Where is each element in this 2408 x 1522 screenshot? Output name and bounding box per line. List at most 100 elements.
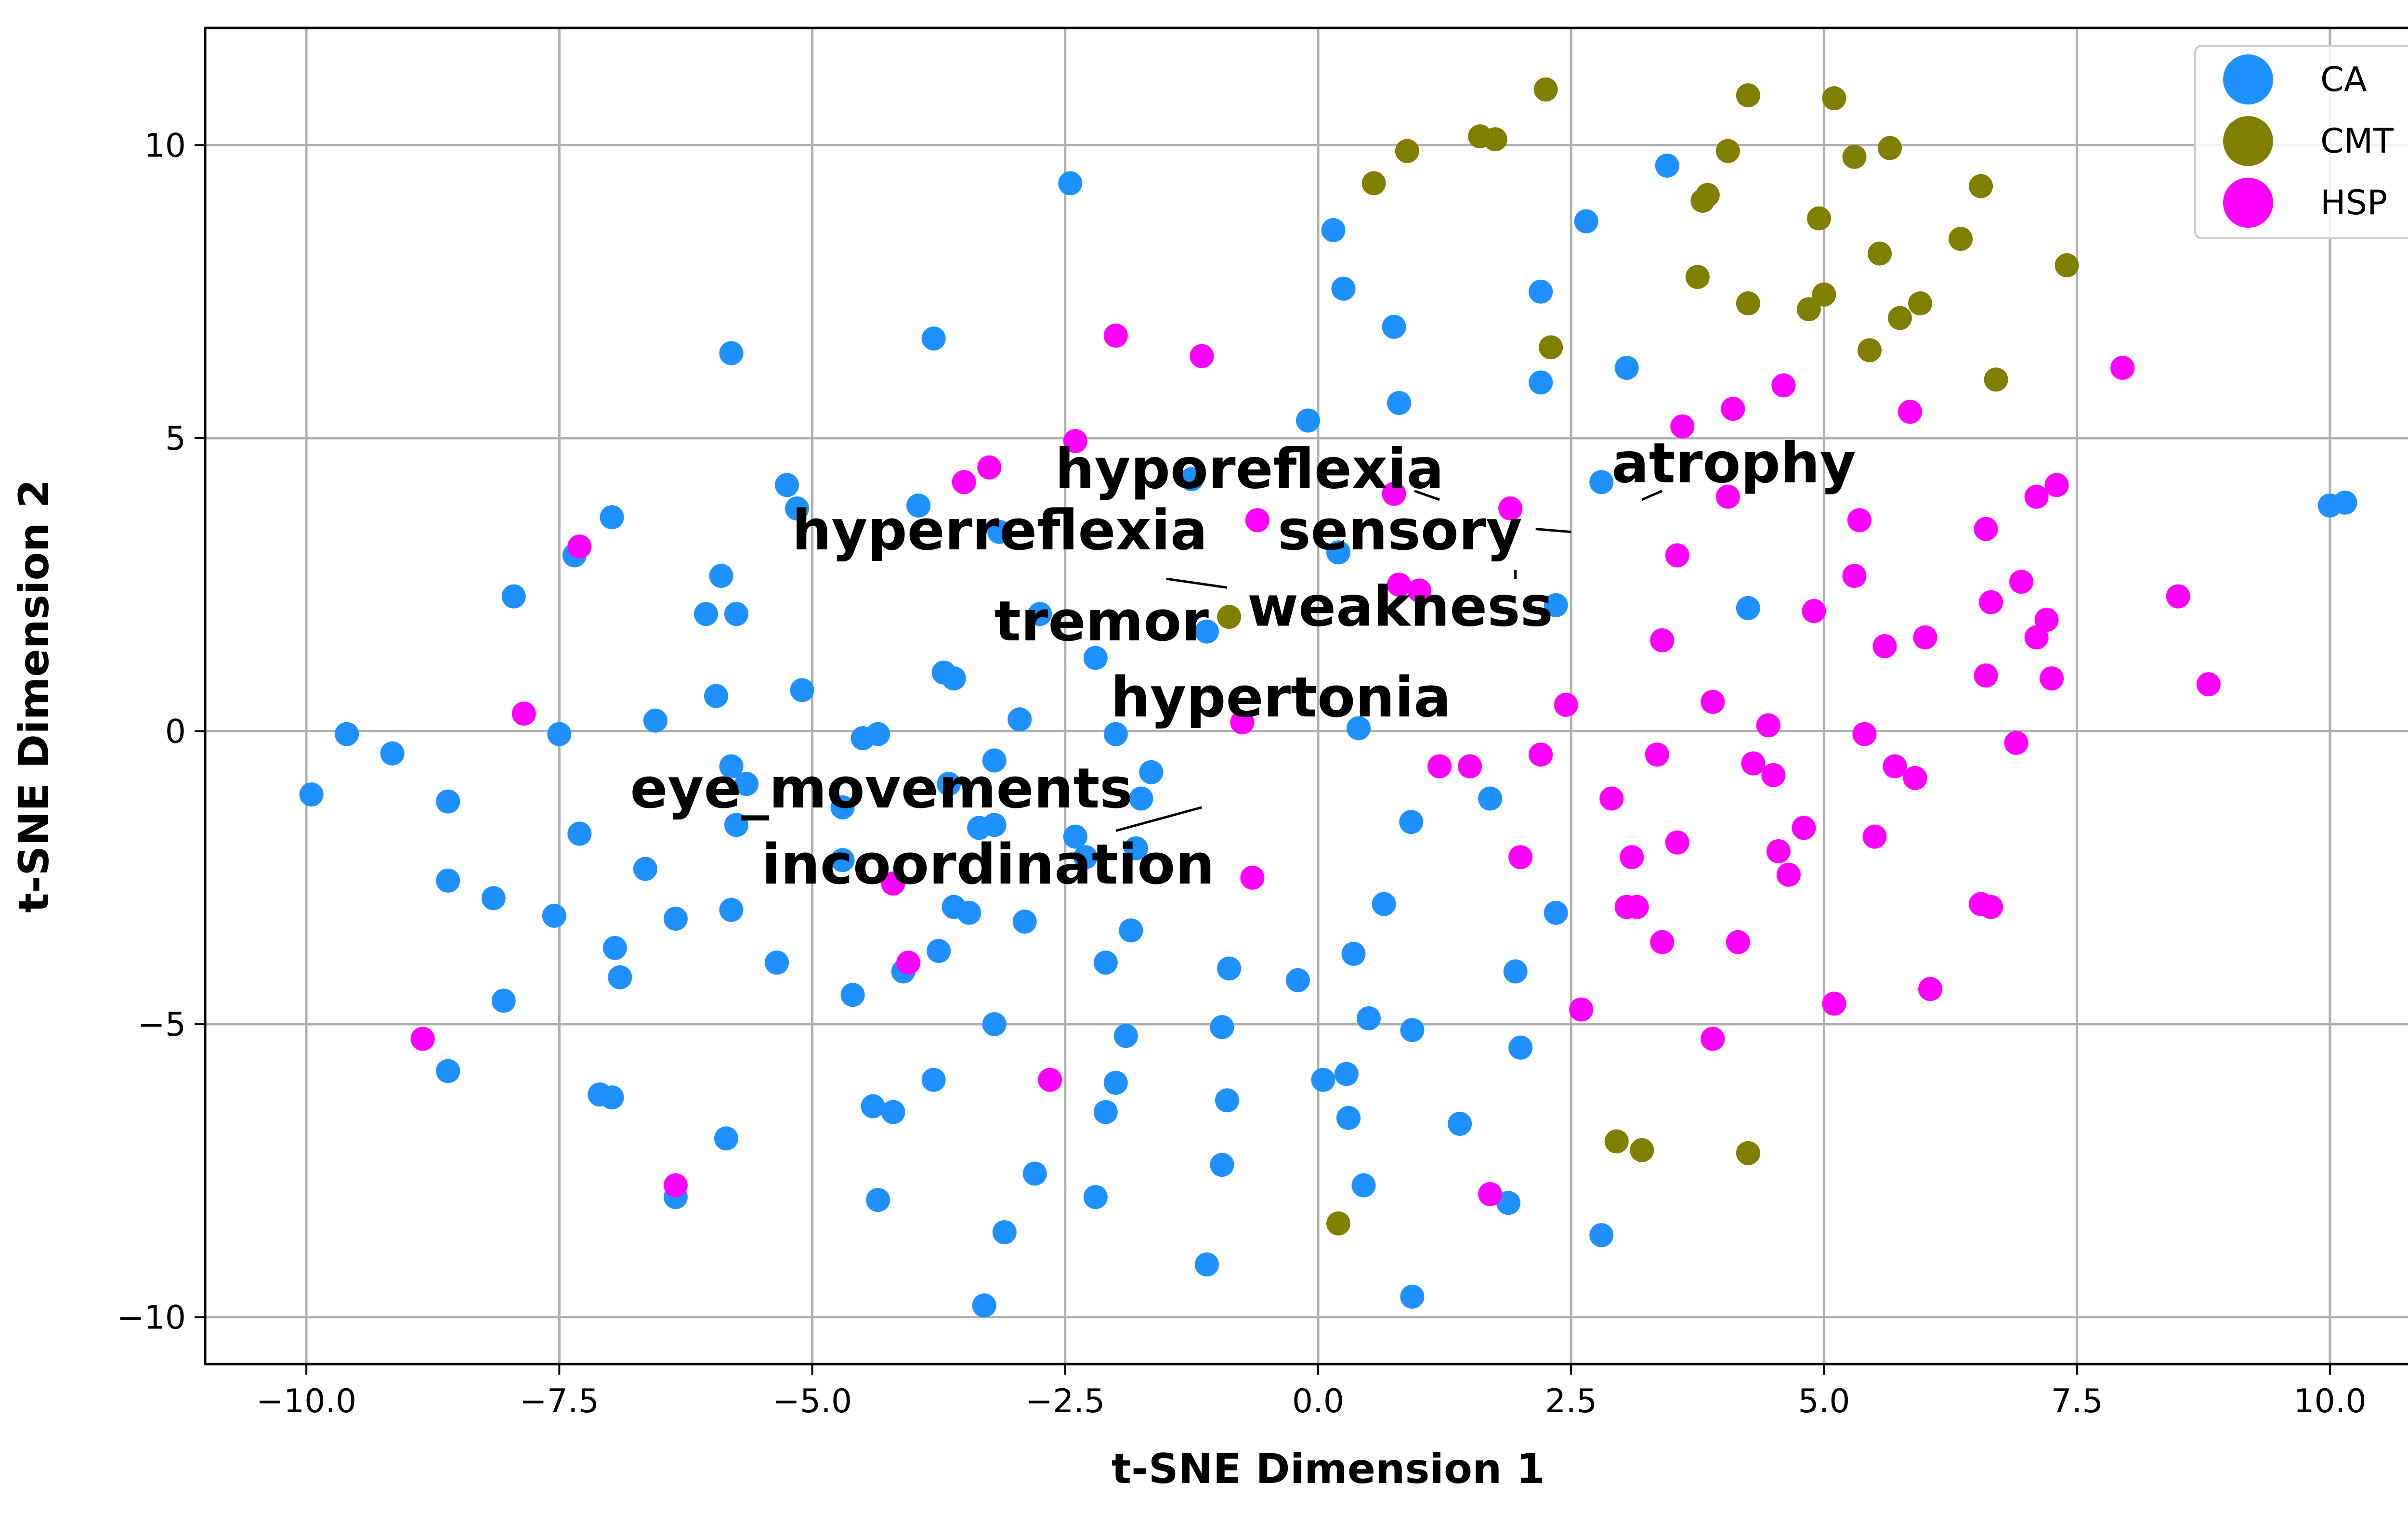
annotation-connector	[1413, 490, 1440, 501]
data-point-hsp	[881, 871, 905, 896]
data-point-hsp	[1715, 484, 1740, 509]
data-point-ca	[1103, 722, 1128, 746]
data-point-ca	[982, 748, 1007, 773]
data-point-ca	[1372, 892, 1396, 916]
data-point-hsp	[1427, 754, 1452, 779]
data-point-ca	[937, 772, 961, 796]
data-point-hsp	[1650, 628, 1675, 652]
data-point-ca	[1083, 1185, 1108, 1210]
data-point-ca	[830, 795, 855, 820]
data-point-cmt	[1217, 605, 1242, 629]
annotation-connector	[1641, 490, 1663, 501]
data-point-ca	[1614, 355, 1639, 380]
data-point-cmt	[1878, 136, 1902, 160]
data-point-hsp	[2004, 730, 2028, 755]
data-point-ca	[663, 907, 688, 931]
data-point-hsp	[1918, 977, 1943, 1002]
annotation-lines	[1115, 490, 1663, 832]
data-point-ca	[1544, 593, 1568, 617]
data-point-hsp	[1756, 713, 1780, 738]
annotation-label: hypertonia	[1111, 665, 1451, 730]
data-point-ca	[1194, 619, 1219, 644]
data-point-ca	[1058, 171, 1083, 195]
data-point-ca	[1321, 218, 1346, 242]
data-point-hsp	[1701, 689, 1725, 714]
data-point-cmt	[2055, 253, 2079, 277]
y-tick-label: −10	[117, 1299, 186, 1337]
data-point-ca	[1063, 824, 1087, 849]
data-point-ca	[1589, 470, 1614, 494]
data-point-hsp	[1771, 373, 1796, 398]
data-point-cmt	[1908, 291, 1933, 316]
data-point-cmt	[1695, 182, 1720, 207]
data-point-hsp	[1974, 517, 1998, 541]
data-point-cmt	[1736, 83, 1760, 107]
data-point-ca	[1139, 760, 1164, 784]
annotation-connector	[1535, 528, 1571, 533]
data-point-ca	[1179, 467, 1204, 492]
x-tick-label: 10.0	[2293, 1382, 2366, 1420]
data-point-ca	[602, 936, 627, 960]
data-point-hsp	[1822, 991, 1846, 1016]
data-point-cmt	[1857, 338, 1882, 363]
y-tick-label: 10	[144, 127, 186, 165]
data-point-ca	[881, 1100, 905, 1124]
data-point-hsp	[1554, 692, 1578, 717]
data-point-cmt	[1888, 306, 1912, 330]
data-point-ca	[1574, 209, 1598, 234]
data-point-ca	[861, 1094, 885, 1119]
data-point-ca	[866, 1188, 890, 1212]
data-point-hsp	[2166, 584, 2190, 609]
data-point-ca	[1351, 1173, 1376, 1197]
data-point-ca	[1083, 646, 1108, 670]
data-point-ca	[921, 1067, 946, 1092]
x-tick-label: 5.0	[1798, 1382, 1850, 1420]
data-point-hsp	[1670, 414, 1695, 439]
y-tick-label: 5	[165, 420, 186, 458]
data-point-hsp	[1407, 578, 1432, 603]
data-point-ca	[600, 1085, 624, 1110]
data-point-cmt	[1984, 367, 2008, 392]
data-point-ca	[608, 965, 632, 989]
data-point-ca	[982, 813, 1007, 837]
data-point-ca	[921, 326, 946, 351]
data-point-ca	[992, 1220, 1017, 1245]
data-point-ca	[1326, 540, 1351, 565]
data-point-ca	[1012, 910, 1037, 934]
data-point-ca	[714, 1126, 738, 1151]
data-point-hsp	[1569, 997, 1594, 1022]
data-point-hsp	[410, 1027, 435, 1051]
data-point-ca	[790, 678, 814, 702]
data-point-cmt	[1685, 265, 1710, 289]
data-point-ca	[2333, 490, 2357, 515]
data-point-ca	[501, 584, 526, 609]
data-point-ca	[436, 1059, 460, 1083]
data-point-ca	[1382, 314, 1406, 339]
data-point-ca	[906, 493, 931, 518]
data-point-ca	[1341, 942, 1366, 966]
data-point-cmt	[1533, 77, 1558, 102]
legend-label: HSP	[2320, 183, 2387, 222]
data-point-cmt	[1736, 1141, 1760, 1165]
data-point-ca	[957, 900, 982, 925]
ticks-layer: −10.0 −7.5 −5.0 −2.5 0.0 2.5 5.0 7.5 10.0 −10 −5 0 5…	[117, 127, 2366, 1420]
data-point-ca	[982, 1012, 1007, 1037]
data-point-ca	[1215, 1088, 1239, 1113]
data-point-ca	[927, 938, 951, 963]
annotation-label: atrophy	[1611, 431, 1856, 495]
data-point-cmt	[1949, 227, 1973, 251]
data-point-hsp	[1063, 429, 1087, 454]
data-point-ca	[1529, 370, 1553, 395]
x-tick-label: 2.5	[1545, 1382, 1597, 1420]
data-point-ca	[942, 666, 966, 690]
data-point-ca	[1347, 716, 1371, 741]
data-point-hsp	[1650, 930, 1675, 954]
data-point-ca	[1399, 810, 1424, 834]
data-point-hsp	[1792, 816, 1816, 840]
data-point-ca	[1194, 1252, 1219, 1277]
data-point-ca	[719, 898, 744, 922]
data-point-ca	[1093, 950, 1118, 975]
data-point-hsp	[1862, 824, 1887, 849]
legend-label: CMT	[2320, 121, 2394, 161]
